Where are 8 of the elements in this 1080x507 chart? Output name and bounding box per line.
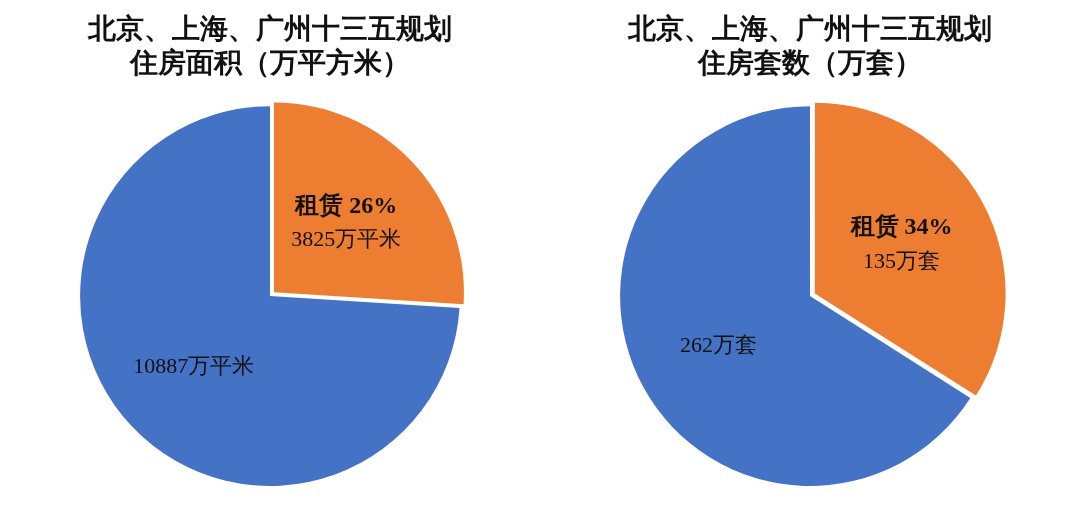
slice-label: 租赁 34% xyxy=(849,213,953,239)
data-label: 135万套 xyxy=(863,247,941,273)
data-label: 10887万平米 xyxy=(133,353,255,379)
data-label: 3825万平米 xyxy=(291,226,402,252)
data-label: 262万套 xyxy=(679,332,757,358)
chart-title: 北京、上海、广州十三五规划住房面积（万平方米） xyxy=(87,13,452,78)
chart-title: 北京、上海、广州十三五规划住房套数（万套） xyxy=(627,13,992,78)
slice-label: 租赁 26% xyxy=(294,191,398,218)
